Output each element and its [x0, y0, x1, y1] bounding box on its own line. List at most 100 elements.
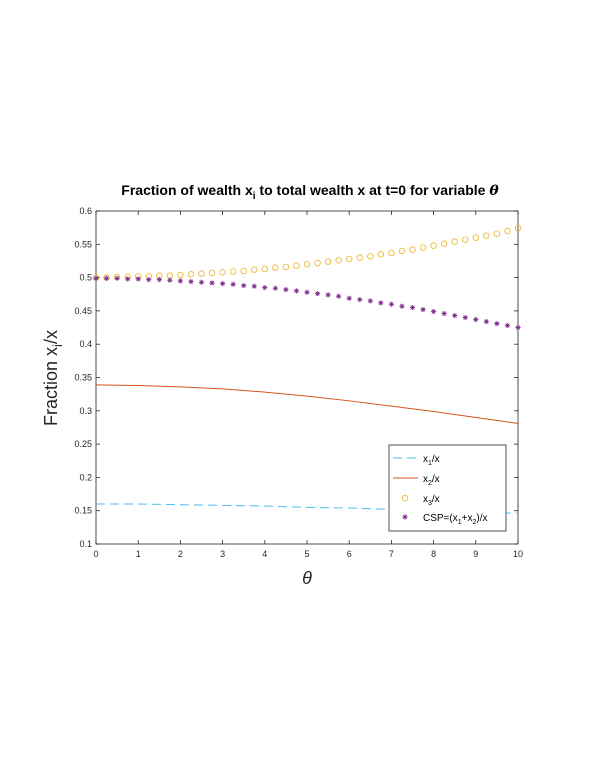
legend-x3-suffix: /x: [432, 494, 440, 505]
chart-title: Fraction of wealth xi to total wealth x …: [121, 182, 499, 202]
point-x3: [346, 255, 353, 263]
x-tick-label: 10: [513, 549, 523, 559]
point-csp: [483, 318, 489, 325]
x-tick-label: 5: [304, 549, 309, 559]
point-x3: [356, 254, 363, 261]
x-tick-label: 1: [136, 549, 141, 559]
point-csp: [378, 300, 384, 306]
point-csp: [198, 279, 205, 285]
legend-csp-text: CSP=(x: [423, 513, 458, 524]
y-tick-label: 0.5: [79, 273, 92, 283]
point-csp: [304, 289, 310, 295]
y-tick-label: 0.25: [74, 439, 92, 449]
point-x3: [324, 258, 332, 265]
point-x3: [314, 259, 321, 267]
point-x3: [483, 232, 490, 239]
point-csp: [209, 280, 215, 286]
point-x3: [367, 253, 374, 260]
point-x3: [493, 230, 501, 237]
series-line-x2: [95, 384, 519, 424]
y-axis-label-suffix: /x: [41, 330, 61, 344]
legend-csp-sub1: 1: [458, 519, 462, 526]
point-csp: [399, 303, 405, 309]
legend-marker-x3: [401, 494, 409, 502]
point-csp: [441, 310, 447, 317]
point-csp: [230, 281, 236, 287]
point-x3: [177, 271, 184, 279]
chart-title-suffix: to total wealth x at t=0 for variable: [256, 182, 490, 198]
point-x3: [198, 270, 205, 277]
point-csp: [409, 304, 416, 311]
y-tick-label: 0.45: [74, 306, 92, 316]
y-tick-label: 0.35: [74, 373, 92, 383]
y-tick-label: 0.4: [79, 339, 92, 349]
x-tick-label: 2: [178, 549, 183, 559]
chart-title-prefix: Fraction of wealth x: [121, 182, 253, 198]
y-tick-label: 0.6: [79, 206, 92, 216]
point-csp: [388, 301, 394, 307]
point-x3: [462, 236, 469, 243]
point-csp: [220, 280, 226, 287]
legend-label-x1: x1/x: [423, 454, 440, 467]
chart-title-theta: θ: [489, 183, 499, 199]
legend-label-x3: x3/x: [423, 494, 440, 507]
point-csp: [283, 286, 289, 293]
legend-label-csp: CSP=(x1+x2)/x: [423, 513, 488, 526]
x-tick-label: 9: [473, 549, 478, 559]
legend: x1/x x2/x x3/x CSP=(x1+x2)/x: [388, 444, 507, 532]
point-csp: [293, 288, 300, 294]
point-csp: [431, 308, 437, 315]
y-axis-label-sub: i: [50, 344, 65, 347]
point-x3: [261, 265, 268, 273]
y-tick-label: 0.55: [74, 239, 92, 249]
point-csp: [473, 316, 479, 323]
point-csp: [251, 283, 257, 289]
point-x3: [430, 242, 437, 249]
point-csp: [125, 276, 131, 282]
point-x3: [187, 271, 195, 278]
y-axis-label: Fraction xi/x: [41, 330, 65, 426]
legend-x1-sub: 1: [428, 460, 432, 467]
point-csp: [346, 295, 352, 301]
x-tick-label: 3: [220, 549, 225, 559]
y-tick-label: 0.3: [79, 406, 92, 416]
point-x3: [451, 238, 458, 245]
point-x3: [514, 225, 522, 232]
point-x3: [419, 244, 427, 251]
ticks: 0 1 2 3 4 5 6 7 8 9 10 0.1 0.15 0.2 0.25 0.3 0.35 0.4 0.45…: [74, 206, 523, 559]
point-x3: [472, 234, 479, 241]
point-csp: [272, 285, 278, 291]
legend-x1-prefix: x: [423, 454, 428, 465]
y-axis-label-prefix: Fraction x: [41, 347, 61, 426]
series-layer: [92, 225, 522, 514]
point-csp: [462, 314, 468, 321]
point-x3: [377, 251, 385, 258]
x-axis-label: θ: [302, 568, 312, 588]
legend-x2-prefix: x: [423, 474, 428, 485]
point-csp: [420, 306, 426, 313]
x-tick-label: 4: [262, 549, 267, 559]
legend-x3-prefix: x: [423, 494, 428, 505]
y-tick-label: 0.2: [79, 472, 92, 482]
chart-title-sub: i: [253, 191, 256, 202]
point-csp: [156, 276, 162, 283]
point-csp: [336, 293, 342, 299]
point-csp: [177, 278, 183, 284]
point-csp: [325, 292, 331, 298]
legend-csp-mid: +x: [462, 513, 473, 524]
legend-csp-sub2: 2: [472, 519, 476, 526]
point-x3: [208, 269, 216, 277]
point-x3: [398, 247, 406, 255]
point-csp: [167, 277, 173, 283]
point-csp: [452, 312, 458, 319]
legend-csp-suffix: )/x: [476, 513, 487, 524]
point-csp: [314, 290, 321, 297]
point-x3: [409, 246, 416, 253]
legend-label-x2: x2/x: [423, 474, 440, 487]
point-x3: [272, 264, 279, 271]
y-tick-label: 0.1: [79, 539, 92, 549]
point-csp: [146, 276, 152, 283]
point-csp: [93, 275, 99, 281]
legend-box: [388, 444, 507, 532]
